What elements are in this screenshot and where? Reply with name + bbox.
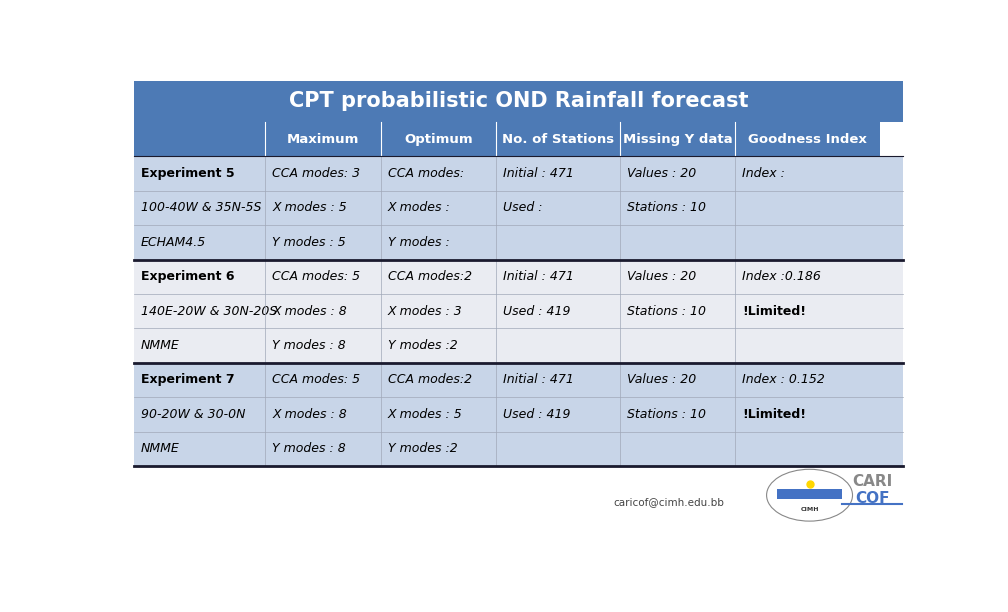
Text: X modes : 5: X modes : 5 bbox=[272, 201, 347, 214]
Bar bbox=[381, 122, 496, 157]
Text: CCA modes: 5: CCA modes: 5 bbox=[272, 271, 360, 283]
Text: !Limited!: !Limited! bbox=[742, 408, 806, 421]
Text: CCA modes: 3: CCA modes: 3 bbox=[272, 167, 360, 180]
Text: Y modes : 8: Y modes : 8 bbox=[272, 442, 346, 455]
Text: X modes : 8: X modes : 8 bbox=[272, 408, 347, 421]
Text: Experiment 7: Experiment 7 bbox=[141, 373, 235, 387]
Text: ECHAM4.5: ECHAM4.5 bbox=[141, 236, 206, 249]
Bar bbox=[134, 225, 903, 259]
Text: caricof@cimh.edu.bb: caricof@cimh.edu.bb bbox=[614, 498, 725, 507]
Text: Stations : 10: Stations : 10 bbox=[627, 305, 706, 318]
Text: CCA modes: 5: CCA modes: 5 bbox=[272, 373, 360, 387]
Text: Experiment 5: Experiment 5 bbox=[141, 167, 235, 180]
Bar bbox=[134, 329, 903, 363]
Text: Stations : 10: Stations : 10 bbox=[627, 408, 706, 421]
Text: Optimum: Optimum bbox=[404, 133, 473, 146]
Text: Initial : 471: Initial : 471 bbox=[503, 373, 575, 387]
Text: Y modes :: Y modes : bbox=[388, 236, 450, 249]
Text: Used :: Used : bbox=[503, 201, 543, 214]
Bar bbox=[496, 122, 620, 157]
Text: CARI: CARI bbox=[852, 474, 892, 488]
Bar bbox=[735, 122, 880, 157]
Text: 140E-20W & 30N-20S: 140E-20W & 30N-20S bbox=[141, 305, 277, 318]
Text: CPT probabilistic OND Rainfall forecast: CPT probabilistic OND Rainfall forecast bbox=[289, 91, 748, 111]
Text: COF: COF bbox=[855, 491, 889, 506]
Bar bbox=[134, 191, 903, 225]
Bar bbox=[265, 122, 381, 157]
Text: Index : 0.152: Index : 0.152 bbox=[742, 373, 826, 387]
Bar bbox=[134, 397, 903, 431]
Text: CIMH: CIMH bbox=[800, 507, 818, 512]
Text: X modes : 8: X modes : 8 bbox=[272, 305, 347, 318]
Circle shape bbox=[767, 469, 853, 521]
Text: CCA modes:2: CCA modes:2 bbox=[388, 373, 472, 387]
Text: Values : 20: Values : 20 bbox=[627, 373, 696, 387]
Text: 100-40W & 35N-5S: 100-40W & 35N-5S bbox=[141, 201, 261, 214]
Bar bbox=[134, 157, 903, 191]
Text: Goodness Index: Goodness Index bbox=[748, 133, 867, 146]
Bar bbox=[134, 294, 903, 329]
Text: Y modes : 8: Y modes : 8 bbox=[272, 339, 346, 352]
Text: X modes : 3: X modes : 3 bbox=[388, 305, 463, 318]
Bar bbox=[134, 259, 903, 294]
Text: Experiment 6: Experiment 6 bbox=[141, 271, 234, 283]
Text: Initial : 471: Initial : 471 bbox=[503, 167, 575, 180]
Bar bbox=[620, 122, 735, 157]
Text: Index :0.186: Index :0.186 bbox=[742, 271, 822, 283]
Text: !Limited!: !Limited! bbox=[742, 305, 806, 318]
Text: Values : 20: Values : 20 bbox=[627, 271, 696, 283]
Text: Initial : 471: Initial : 471 bbox=[503, 271, 575, 283]
Bar bbox=[777, 489, 842, 499]
Text: Used : 419: Used : 419 bbox=[503, 408, 571, 421]
Text: Y modes :2: Y modes :2 bbox=[388, 339, 458, 352]
Text: Stations : 10: Stations : 10 bbox=[627, 201, 706, 214]
Text: CCA modes:: CCA modes: bbox=[388, 167, 464, 180]
Text: NMME: NMME bbox=[141, 442, 179, 455]
Text: Used : 419: Used : 419 bbox=[503, 305, 571, 318]
Text: Y modes : 5: Y modes : 5 bbox=[272, 236, 346, 249]
Bar bbox=[134, 431, 903, 466]
Text: 90-20W & 30-0N: 90-20W & 30-0N bbox=[141, 408, 245, 421]
Text: Index :: Index : bbox=[742, 167, 785, 180]
Text: No. of Stations: No. of Stations bbox=[502, 133, 614, 146]
Text: X modes : 5: X modes : 5 bbox=[388, 408, 463, 421]
Bar bbox=[134, 363, 903, 397]
Text: Maximum: Maximum bbox=[286, 133, 359, 146]
Bar bbox=[134, 122, 265, 157]
Text: Missing Y data: Missing Y data bbox=[623, 133, 733, 146]
Text: Values : 20: Values : 20 bbox=[627, 167, 696, 180]
Text: NMME: NMME bbox=[141, 339, 179, 352]
Text: Y modes :2: Y modes :2 bbox=[388, 442, 458, 455]
Text: X modes :: X modes : bbox=[388, 201, 451, 214]
Text: CCA modes:2: CCA modes:2 bbox=[388, 271, 472, 283]
Bar bbox=[134, 81, 903, 122]
